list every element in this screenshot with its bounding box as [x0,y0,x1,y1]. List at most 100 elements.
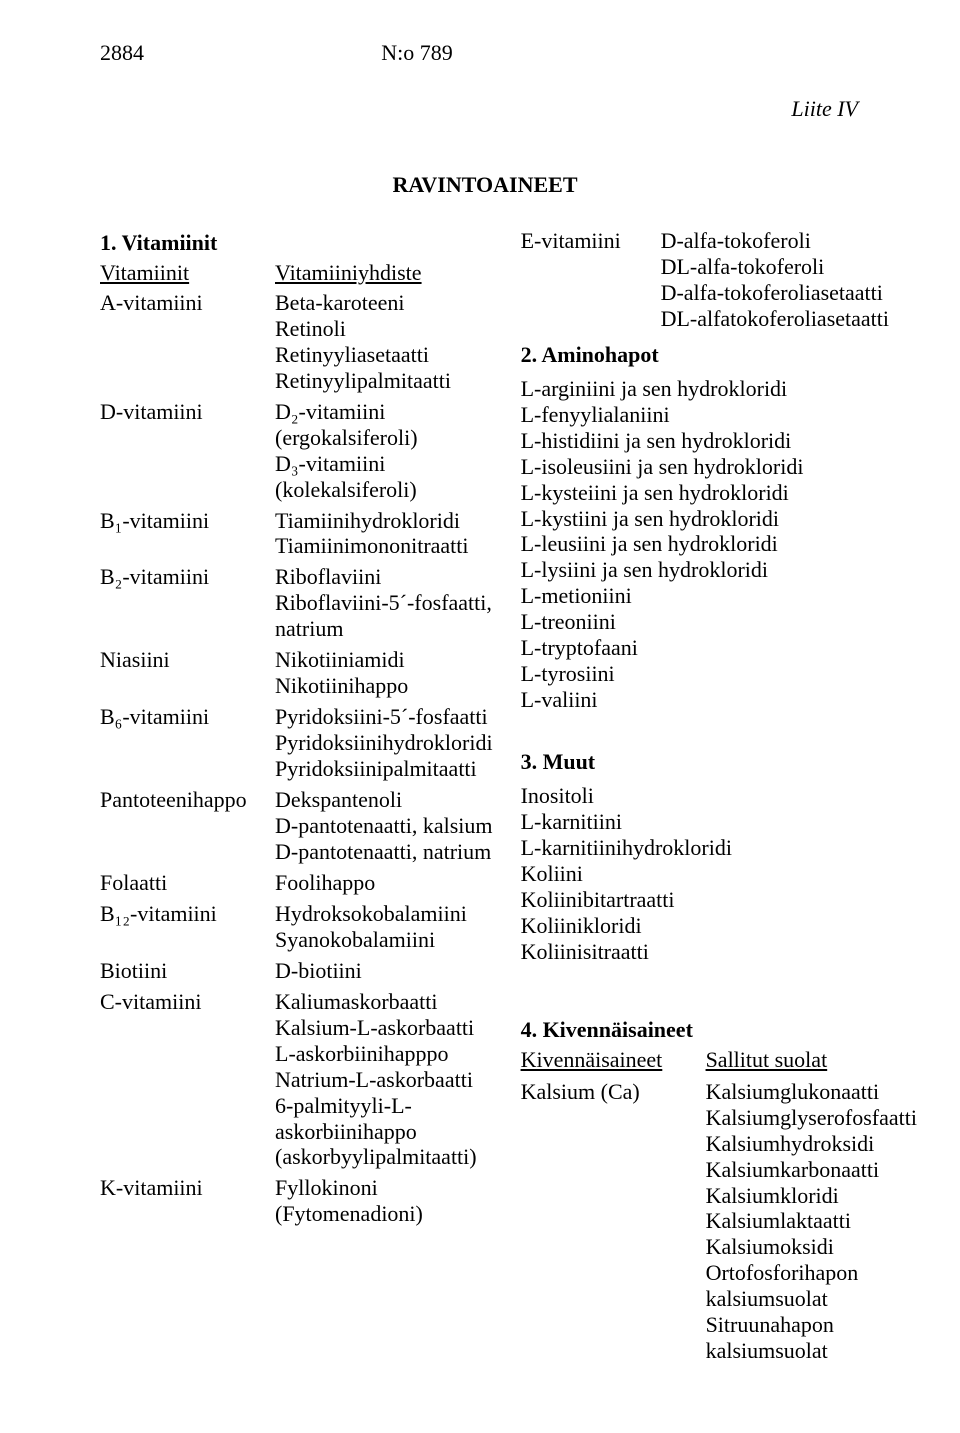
mineral-value-line: Kalsiumglyserofosfaatti [706,1105,917,1131]
compound-line: Retinyyliasetaatti [275,342,493,368]
amino-line: L-fenyylialaniini [521,402,917,428]
vitamin-entry: B₂-vitamiiniRiboflaviiniRiboflaviini-5´-… [100,564,493,642]
compound-line: D-biotiini [275,958,493,984]
vitamin-entry: A-vitamiiniBeta-karoteeniRetinoliRetinyy… [100,290,493,394]
vitamin-compounds: RiboflaviiniRiboflaviini-5´-fosfaatti,na… [275,564,493,642]
vitamin-name: B₁₂-vitamiini [100,901,275,953]
mineral-value-line: Sitruunahapon [706,1312,917,1338]
vitamin-entry: B₁-vitamiiniTiamiinihydrokloridiTiamiini… [100,508,493,560]
vitamin-name: Niasiini [100,647,275,699]
muut-line: Koliinisitraatti [521,939,917,965]
compound-line: L-askorbiinihapppo [275,1041,493,1067]
doc-number: N:o 789 [381,40,633,66]
compound-line: 6-palmityyli-L- [275,1093,493,1119]
mineral-value-line: Kalsiumkarbonaatti [706,1157,917,1183]
vitamin-entry: D-vitamiiniD₂-vitamiini(ergokalsiferoli)… [100,399,493,503]
vitamin-compounds: Pyridoksiini-5´-fosfaattiPyridoksiinihyd… [275,704,493,782]
muut-line: Koliini [521,861,917,887]
vitamin-name: B₆-vitamiini [100,704,275,782]
compound-line: (Fytomenadioni) [275,1201,493,1227]
mineral-value-line: Kalsiumglukonaatti [706,1079,917,1105]
muut-list: InositoliL-karnitiiniL-karnitiinihydrokl… [521,783,917,965]
section-1-heading: 1. Vitamiinit [100,230,493,256]
amino-line: L-arginiini ja sen hydrokloridi [521,376,917,402]
compound-line: Natrium-L-askorbaatti [275,1067,493,1093]
vitamin-entry: C-vitamiiniKaliumaskorbaattiKalsium-L-as… [100,989,493,1171]
main-title: RAVINTOAINEET [100,172,870,198]
compound-line: Riboflaviini [275,564,493,590]
header-line: 2884 N:o 789 [100,40,870,66]
compound-line: Kalsium-L-askorbaatti [275,1015,493,1041]
vitamin-name: Folaatti [100,870,275,896]
section-2-heading: 2. Aminohapot [521,342,917,368]
compound-line: D-alfa-tokoferoliasetaatti [661,280,917,306]
mineral-value-line: Ortofosforihapon [706,1260,917,1286]
muut-line: L-karnitiini [521,809,917,835]
muut-line: Inositoli [521,783,917,809]
vitamin-name: Pantoteenihappo [100,787,275,865]
section-4-heading: 4. Kivennäisaineet [521,1017,917,1043]
compound-line: D₂-vitamiini [275,399,493,425]
compound-line: Retinyylipalmitaatti [275,368,493,394]
amino-list: L-arginiini ja sen hydrokloridiL-fenyyli… [521,376,917,713]
amino-line: L-kystiini ja sen hydrokloridi [521,506,917,532]
compound-line: (kolekalsiferoli) [275,477,493,503]
compound-line: Fyllokinoni [275,1175,493,1201]
vitamin-name: A-vitamiini [100,290,275,394]
vitamin-entry: FolaattiFoolihappo [100,870,493,896]
vitamin-entry: NiasiiniNikotiiniamidiNikotiinihappo [100,647,493,699]
minerals-col-left: Kivennäisaineet [521,1047,706,1073]
mineral-value-line: kalsiumsuolat [706,1338,917,1364]
vitamin-compounds: KaliumaskorbaattiKalsium-L-askorbaattiL-… [275,989,493,1171]
amino-line: L-lysiini ja sen hydrokloridi [521,557,917,583]
compound-line: natrium [275,616,493,642]
compound-line: D-alfa-tokoferoli [661,228,917,254]
compound-line: askorbiinihappo [275,1119,493,1145]
compound-line: Tiamiinimononitraatti [275,533,493,559]
amino-line: L-kysteiini ja sen hydrokloridi [521,480,917,506]
vitamin-compounds: D-biotiini [275,958,493,984]
mineral-value-line: Kalsiumlaktaatti [706,1208,917,1234]
amino-line: L-treoniini [521,609,917,635]
mineral-value-line: kalsiumsuolat [706,1286,917,1312]
compound-line: (askorbyylipalmitaatti) [275,1144,493,1170]
page-number: 2884 [100,40,144,66]
vitamin-name: K-vitamiini [100,1175,275,1227]
compound-line: Riboflaviini-5´-fosfaatti, [275,590,493,616]
vitamins-col-left: Vitamiinit [100,260,275,286]
vitamin-compounds: Foolihappo [275,870,493,896]
compound-line: Tiamiinihydrokloridi [275,508,493,534]
vitamin-name: Biotiini [100,958,275,984]
vitamin-name: B₁-vitamiini [100,508,275,560]
vitamin-compounds: HydroksokobalamiiniSyanokobalamiini [275,901,493,953]
vitamin-entry: K-vitamiiniFyllokinoni(Fytomenadioni) [100,1175,493,1227]
mineral-value-line: Kalsiumhydroksidi [706,1131,917,1157]
amino-line: L-tryptofaani [521,635,917,661]
compound-line: Syanokobalamiini [275,927,493,953]
e-vitamin-compounds: D-alfa-tokoferoliDL-alfa-tokoferoliD-alf… [661,228,917,332]
e-vitamin-name: E-vitamiini [521,228,661,332]
e-vitamin-entry: E-vitamiini D-alfa-tokoferoliDL-alfa-tok… [521,228,917,332]
muut-line: Koliinikloridi [521,913,917,939]
compound-line: Beta-karoteeni [275,290,493,316]
minerals-col-right: Sallitut suolat [706,1047,828,1073]
muut-line: Koliinibitartraatti [521,887,917,913]
vitamin-entry: PantoteenihappoDekspantenoliD-pantotenaa… [100,787,493,865]
calcium-values: KalsiumglukonaattiKalsiumglyserofosfaatt… [706,1079,917,1364]
vitamin-name: C-vitamiini [100,989,275,1171]
vitamins-subheader: Vitamiinit Vitamiiniyhdiste [100,260,493,286]
compound-line: DL-alfatokoferoliasetaatti [661,306,917,332]
mineral-value-line: Kalsiumkloridi [706,1183,917,1209]
compound-line: Hydroksokobalamiini [275,901,493,927]
right-column: E-vitamiini D-alfa-tokoferoliDL-alfa-tok… [521,228,917,1364]
page: 2884 N:o 789 Liite IV RAVINTOAINEET 1. V… [0,0,960,1424]
vitamins-col-right: Vitamiiniyhdiste [275,260,422,286]
mineral-value-line: Kalsiumoksidi [706,1234,917,1260]
vitamin-compounds: TiamiinihydrokloridiTiamiinimononitraatt… [275,508,493,560]
compound-line: Foolihappo [275,870,493,896]
vitamin-compounds: Beta-karoteeniRetinoliRetinyyliasetaatti… [275,290,493,394]
muut-line: L-karnitiinihydrokloridi [521,835,917,861]
compound-line: Pyridoksiinihydrokloridi [275,730,493,756]
compound-line: Retinoli [275,316,493,342]
vitamin-entry: B₆-vitamiiniPyridoksiini-5´-fosfaattiPyr… [100,704,493,782]
